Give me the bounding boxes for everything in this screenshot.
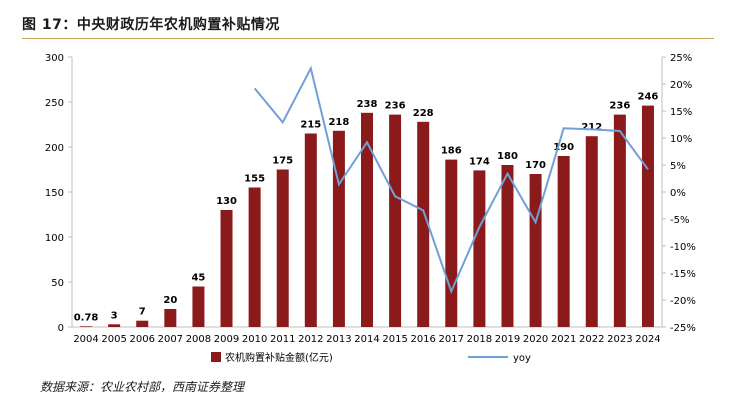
bar-data-label: 215 (300, 120, 321, 131)
bar-data-label: 170 (525, 160, 546, 171)
right-y-tick-label: -15% (670, 269, 696, 280)
right-y-tick-label: -25% (670, 323, 696, 334)
bar (304, 133, 317, 327)
bar (164, 309, 177, 327)
bar-data-label: 175 (272, 156, 293, 167)
bar-series (80, 105, 654, 327)
bar-data-label: 190 (553, 142, 574, 153)
bar-data-label: 212 (581, 122, 602, 133)
x-tick-label: 2016 (410, 334, 435, 345)
right-y-tick-label: 25% (670, 53, 692, 64)
right-y-tick-label: -20% (670, 296, 696, 307)
x-tick-label: 2015 (382, 334, 407, 345)
x-tick-label: 2017 (439, 334, 464, 345)
figure-title: 图 17：中央财政历年农机购置补贴情况 (22, 17, 280, 33)
bar (613, 114, 626, 327)
bar-data-label: 3 (111, 310, 118, 321)
bar-data-label: 180 (497, 151, 518, 162)
x-tick-label: 2004 (73, 334, 98, 345)
left-y-tick-label: 50 (51, 278, 64, 289)
x-tick-label: 2023 (607, 334, 632, 345)
bar (641, 105, 654, 327)
x-tick-label: 2018 (467, 334, 492, 345)
left-y-tick-labels: 0 50 100 150 200 250 300 (45, 53, 64, 334)
right-y-tick-label: 15% (670, 107, 692, 118)
right-y-tick-labels: -25% -20% -15% -10% -5% 0% 5% 10% 15% 20% 25% (670, 53, 696, 334)
bar-data-label: 7 (139, 307, 146, 318)
bar (473, 170, 486, 327)
bar-data-label: 130 (216, 196, 237, 207)
bar-line-chart: 0.78 3 7 20 45 130 155 175 215 218 238 236 228 186 174… (45, 53, 696, 364)
chart-legend: 农机购置补贴金额(亿元) yoy (211, 351, 531, 364)
legend-bar-label: 农机购置补贴金额(亿元) (225, 351, 333, 364)
bar (220, 210, 233, 327)
right-y-tick-label: 0% (670, 188, 686, 199)
bar (80, 326, 93, 327)
left-y-tick-label: 200 (45, 143, 64, 154)
bar (361, 112, 373, 327)
yoy-line-series (253, 65, 649, 295)
bar (192, 286, 205, 327)
bar-data-label: 0.78 (74, 312, 99, 323)
bar-data-label: 228 (413, 108, 434, 119)
x-tick-label: 2010 (242, 334, 267, 345)
bar (389, 114, 402, 327)
bar (417, 121, 430, 327)
x-tick-label: 2020 (523, 334, 548, 345)
x-tick-label: 2014 (354, 334, 379, 345)
x-tick-label: 2007 (158, 334, 183, 345)
x-tick-label: 2009 (214, 334, 239, 345)
bar (501, 165, 514, 327)
bar-data-label: 186 (441, 146, 462, 157)
bar-data-label: 45 (191, 273, 205, 284)
left-y-tick-label: 250 (45, 98, 64, 109)
bar-data-label: 236 (609, 101, 630, 112)
x-tick-label: 2022 (579, 334, 604, 345)
right-y-tick-label: 5% (670, 161, 686, 172)
bar (585, 136, 598, 327)
legend-line-label: yoy (513, 353, 531, 364)
left-y-tick-label: 100 (45, 233, 64, 244)
x-tick-labels: 2004 2005 2006 2007 2008 2009 2010 2011 2012 2013… (73, 334, 660, 345)
bar-data-label: 155 (244, 174, 265, 185)
x-tick-label: 2013 (326, 334, 351, 345)
bar (557, 156, 570, 327)
x-tick-label: 2011 (270, 334, 295, 345)
bar-data-label: 236 (385, 101, 406, 112)
bar-data-labels: 0.78 3 7 20 45 130 155 175 215 218 238 236 228 186 174… (74, 92, 659, 324)
left-y-tick-label: 0 (58, 323, 64, 334)
right-y-tick-label: -10% (670, 242, 696, 253)
bar (332, 130, 345, 327)
x-tick-label: 2005 (101, 334, 126, 345)
right-y-tick-label: 10% (670, 134, 692, 145)
bar-data-label: 246 (638, 92, 659, 103)
x-tick-label: 2021 (551, 334, 576, 345)
x-tick-label: 2024 (635, 334, 660, 345)
title-divider (22, 38, 714, 39)
source-note: 数据来源：农业农村部，西南证券整理 (40, 380, 245, 394)
left-y-tick-label: 300 (45, 53, 64, 64)
bar-data-label: 238 (357, 99, 378, 110)
bar-data-label: 174 (469, 156, 490, 167)
x-tick-label: 2012 (298, 334, 323, 345)
x-tick-label: 2008 (186, 334, 211, 345)
bar (276, 169, 289, 327)
right-y-tick-label: -5% (670, 215, 689, 226)
legend-bar-swatch (211, 352, 221, 362)
bar (445, 159, 458, 327)
bar (529, 174, 542, 327)
bar-data-label: 218 (328, 117, 349, 128)
x-tick-label: 2006 (130, 334, 155, 345)
bar-data-label: 20 (163, 295, 177, 306)
right-y-tick-label: 20% (670, 80, 692, 91)
bar (136, 320, 149, 327)
bar (108, 324, 121, 327)
left-y-tick-label: 150 (45, 188, 64, 199)
bar (248, 187, 261, 327)
x-tick-label: 2019 (495, 334, 520, 345)
